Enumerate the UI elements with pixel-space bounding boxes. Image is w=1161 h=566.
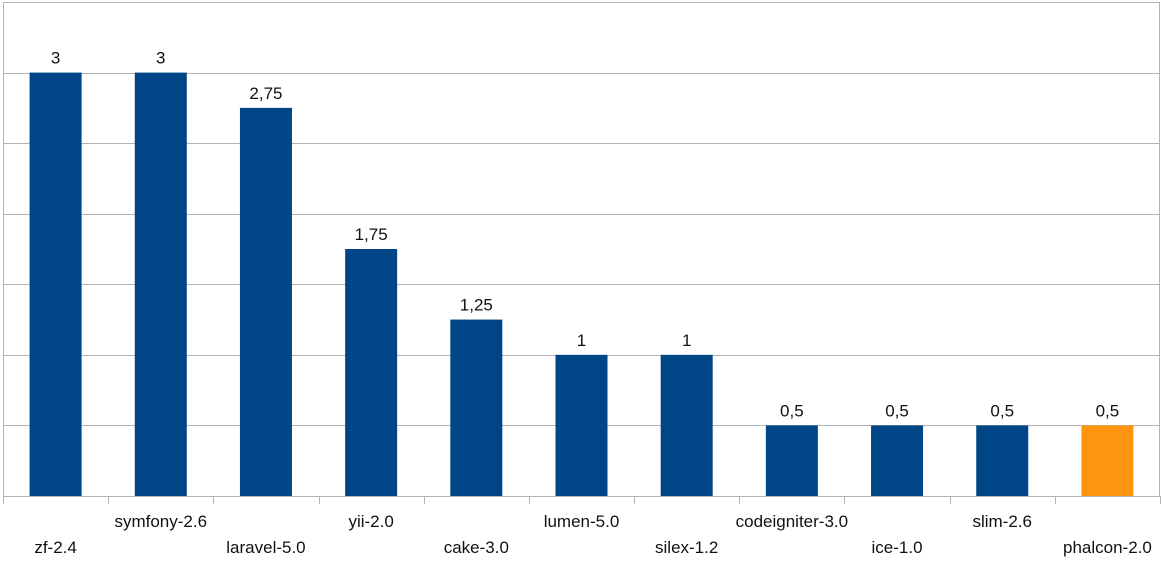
bar	[765, 425, 818, 496]
value-label: 3	[51, 49, 60, 68]
category-label: slim-2.6	[972, 512, 1032, 531]
bar	[660, 354, 713, 496]
value-label: 0,5	[1096, 401, 1120, 420]
category-label: yii-2.0	[348, 512, 393, 531]
value-label: 1	[682, 331, 691, 350]
value-label: 0,5	[990, 401, 1014, 420]
gridlines	[3, 2, 1160, 426]
value-label: 0,5	[780, 401, 804, 420]
category-label: cake-3.0	[444, 538, 509, 557]
value-label: 1,25	[460, 296, 493, 315]
value-label: 0,5	[885, 401, 909, 420]
bar	[555, 354, 608, 496]
category-label: symfony-2.6	[114, 512, 207, 531]
category-label: silex-1.2	[655, 538, 718, 557]
value-label: 1	[577, 331, 586, 350]
bar	[345, 249, 398, 496]
category-label: laravel-5.0	[226, 538, 305, 557]
category-labels: zf-2.4 symfony-2.6 laravel-5.0 yii-2.0 cake-…	[34, 512, 1152, 557]
category-label: lumen-5.0	[544, 512, 620, 531]
axes	[3, 2, 1161, 504]
category-label: ice-1.0	[872, 538, 923, 557]
bar	[29, 72, 82, 497]
value-label: 2,75	[249, 84, 282, 103]
category-label: zf-2.4	[34, 538, 77, 557]
bar	[976, 425, 1029, 496]
value-label: 3	[156, 49, 165, 68]
bar	[239, 107, 292, 496]
bar	[134, 72, 187, 497]
bar	[871, 425, 924, 496]
value-label: 1,75	[355, 225, 388, 244]
bars	[29, 72, 1134, 497]
bar	[450, 319, 503, 496]
value-labels: 3 3 2,75 1,75 1,25 1 1 0,5 0,5 0,5 0,5	[51, 49, 1119, 421]
category-label: phalcon-2.0	[1063, 538, 1152, 557]
category-label: codeigniter-3.0	[736, 512, 848, 531]
bar	[1081, 425, 1134, 496]
